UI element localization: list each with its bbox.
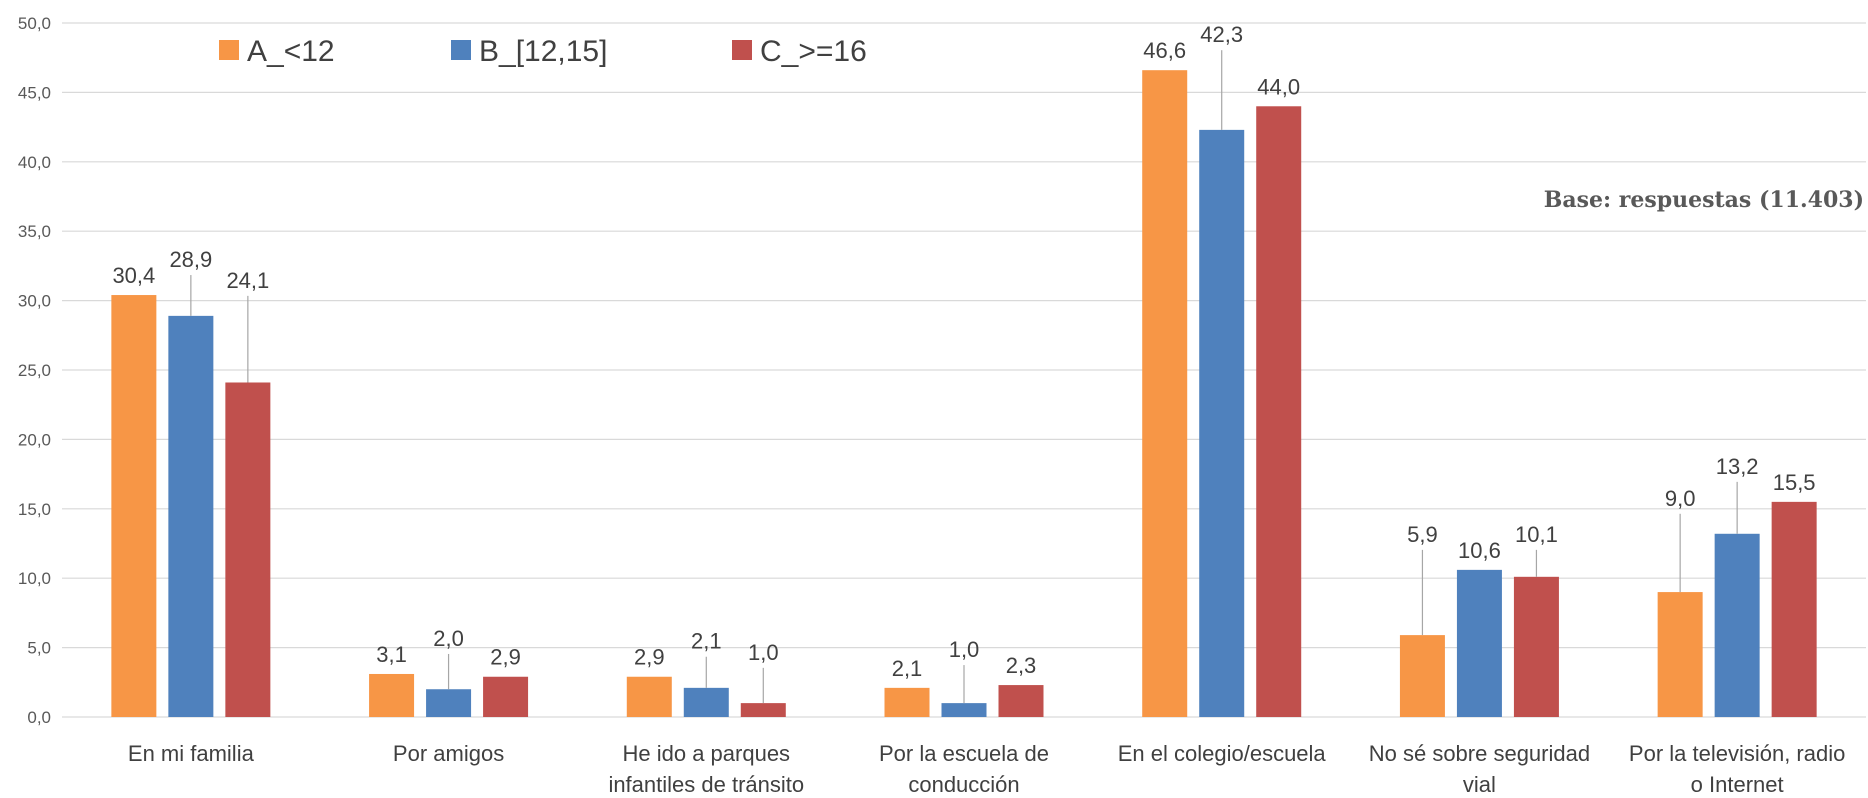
bar (998, 685, 1044, 717)
data-label: 2,3 (1006, 653, 1037, 678)
y-tick-label: 35,0 (18, 222, 51, 241)
legend: A_<12 B_[12,15] C_>=16 (219, 35, 867, 68)
data-label: 28,9 (169, 247, 212, 272)
data-label: 2,9 (634, 645, 665, 670)
bar (426, 689, 472, 717)
y-tick-label: 5,0 (27, 639, 51, 658)
bar (1256, 106, 1302, 717)
data-label: 15,5 (1773, 470, 1816, 495)
data-label: 2,1 (892, 656, 923, 681)
data-label: 9,0 (1665, 486, 1696, 511)
bar (626, 676, 672, 717)
y-tick-label: 40,0 (18, 153, 51, 172)
data-label: 10,6 (1458, 538, 1501, 563)
bar (1771, 501, 1817, 717)
data-label: 30,4 (112, 263, 155, 288)
legend-label: C_>=16 (760, 35, 867, 68)
category-label: En mi familia (128, 741, 255, 766)
data-labels: 30,4 28,9 24,1 3,1 2,0 2,9 2,9 2,1 1,0 2,1 1,0 2,3 4… (112, 22, 1815, 681)
category-label: Por amigos (393, 741, 504, 766)
bar (1142, 70, 1188, 717)
y-tick-label: 10,0 (18, 569, 51, 588)
bar (884, 687, 930, 717)
legend-swatch (451, 40, 471, 60)
bar (483, 676, 529, 717)
leader-lines (190, 50, 1738, 704)
y-tick-label: 15,0 (18, 500, 51, 519)
legend-label: B_[12,15] (479, 35, 607, 68)
category-label: Por la televisión, radio (1629, 741, 1845, 766)
bars (111, 70, 1817, 718)
bar (1199, 129, 1245, 718)
x-axis-category-labels: En mi familia Por amigos He ido a parques i… (128, 741, 1845, 797)
bar (740, 703, 786, 717)
bar (1714, 533, 1760, 717)
gridlines (62, 22, 1866, 718)
y-axis-tick-labels: 0,0 5,0 10,0 15,0 20,0 25,0 30,0 35,0 40,0 45,0 50… (18, 14, 51, 727)
bar (1399, 635, 1445, 717)
data-label: 3,1 (376, 642, 407, 667)
bar (369, 673, 415, 717)
category-label: infantiles de tránsito (608, 772, 804, 797)
data-label: 42,3 (1200, 22, 1243, 47)
data-label: 2,1 (691, 629, 722, 654)
data-label: 46,6 (1143, 38, 1186, 63)
bar (1657, 592, 1703, 717)
data-label: 10,1 (1515, 522, 1558, 547)
data-label: 5,9 (1407, 522, 1438, 547)
bar (1456, 569, 1502, 717)
category-label: vial (1463, 772, 1496, 797)
y-tick-label: 50,0 (18, 14, 51, 33)
base-annotation: Base: respuestas (11.403) (1544, 187, 1864, 213)
y-tick-label: 45,0 (18, 83, 51, 102)
bar (168, 315, 214, 717)
category-label: Por la escuela de (879, 741, 1049, 766)
data-label: 24,1 (226, 268, 269, 293)
data-label: 13,2 (1716, 454, 1759, 479)
data-label: 2,0 (433, 626, 464, 651)
bar (111, 295, 157, 717)
y-tick-label: 0,0 (27, 708, 51, 727)
data-label: 1,0 (949, 637, 980, 662)
data-label: 1,0 (748, 640, 779, 665)
y-tick-label: 25,0 (18, 361, 51, 380)
category-label: En el colegio/escuela (1118, 741, 1327, 766)
bar (683, 687, 729, 717)
bar (1513, 576, 1559, 717)
bar (225, 382, 271, 717)
legend-swatch (732, 40, 752, 60)
bar (941, 703, 987, 717)
category-label: o Internet (1691, 772, 1784, 797)
category-label: No sé sobre seguridad (1369, 741, 1590, 766)
y-tick-label: 30,0 (18, 292, 51, 311)
data-label: 44,0 (1257, 74, 1300, 99)
y-tick-label: 20,0 (18, 430, 51, 449)
data-label: 2,9 (490, 645, 521, 670)
category-label: He ido a parques (623, 741, 791, 766)
legend-swatch (219, 40, 239, 60)
legend-label: A_<12 (247, 35, 335, 68)
category-label: conducción (908, 772, 1019, 797)
